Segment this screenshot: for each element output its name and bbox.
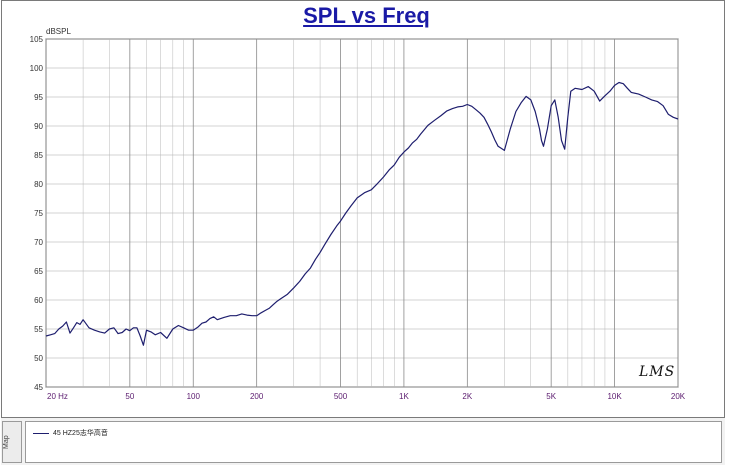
- x-tick-label: 200: [250, 392, 264, 401]
- x-tick-label: 10K: [607, 392, 622, 401]
- y-tick-label: 65: [34, 267, 43, 276]
- x-tick-labels: 20 Hz 50 100 200 500 1K 2K 5K 10K 20K: [47, 392, 686, 401]
- legend-swatch: [33, 432, 49, 434]
- chart-title: SPL vs Freq: [303, 3, 430, 28]
- x-tick-label: 1K: [399, 392, 409, 401]
- y-tick-label: 100: [30, 64, 44, 73]
- spl-series-line: [45, 81, 679, 346]
- y-tick-label: 95: [34, 93, 43, 102]
- y-tick-labels: 45 50 55 60 65 70 75 80 85 90 95 100 105: [30, 35, 44, 392]
- x-tick-label: 5K: [546, 392, 556, 401]
- y-tick-label: 60: [34, 296, 43, 305]
- y-axis-label: dBSPL: [46, 27, 71, 36]
- series-lines: [45, 81, 679, 346]
- x-tick-label: 500: [334, 392, 348, 401]
- grid-lines: [45, 38, 679, 388]
- x-tick-label: 20 Hz: [47, 392, 68, 401]
- legend-tab-label: Map: [3, 435, 10, 449]
- y-tick-label: 70: [34, 238, 43, 247]
- signature-logo: LMS: [639, 364, 676, 380]
- legend-entry[interactable]: 45 HZ25志华高音: [33, 427, 108, 439]
- y-tick-label: 45: [34, 383, 43, 392]
- y-tick-label: 75: [34, 209, 43, 218]
- legend-tab[interactable]: [2, 421, 22, 463]
- x-tick-label: 2K: [462, 392, 472, 401]
- y-tick-label: 85: [34, 151, 43, 160]
- y-tick-label: 90: [34, 122, 43, 131]
- y-tick-label: 80: [34, 180, 43, 189]
- y-tick-label: 55: [34, 325, 43, 334]
- x-tick-label: 50: [125, 392, 134, 401]
- y-tick-label: 105: [30, 35, 44, 44]
- legend-entry-label: 45 HZ25志华高音: [53, 430, 108, 437]
- y-tick-label: 50: [34, 354, 43, 363]
- legend-box: [25, 421, 722, 463]
- x-tick-label: 100: [187, 392, 201, 401]
- x-tick-label: 20K: [671, 392, 686, 401]
